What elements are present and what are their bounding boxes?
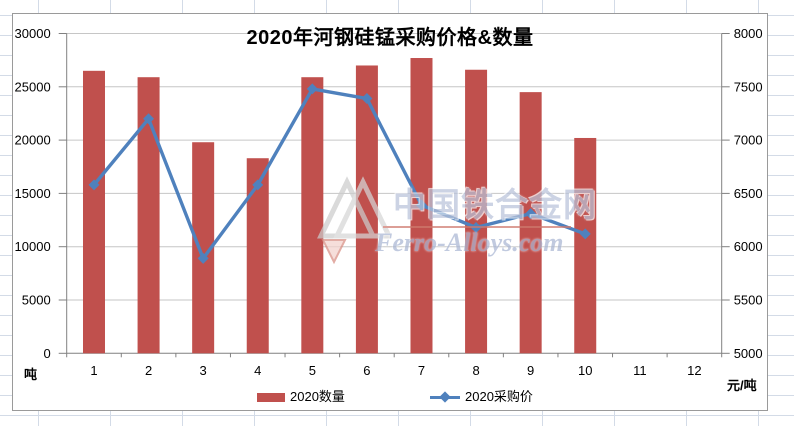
price-marker-month-9[interactable]	[525, 208, 537, 220]
right-axis-tick-label: 8000	[734, 26, 763, 41]
price-marker-month-6[interactable]	[361, 93, 373, 105]
price-marker-month-7[interactable]	[415, 199, 427, 211]
bar-month-10[interactable]	[574, 137, 597, 354]
x-axis-label: 11	[633, 363, 647, 378]
right-axis-tick-label: 6000	[734, 239, 763, 254]
legend-label-quantity: 2020数量	[290, 389, 345, 404]
left-axis-unit-label: 吨	[24, 367, 38, 382]
left-axis-tick-label: 10000	[15, 239, 51, 254]
bar-month-9[interactable]	[519, 92, 542, 354]
x-axis-label: 3	[200, 363, 207, 378]
left-axis-tick-label: 5000	[22, 293, 51, 308]
x-axis-label: 4	[254, 363, 261, 378]
left-axis-tick-label: 15000	[15, 186, 51, 201]
legend-item-quantity[interactable]: 2020数量	[257, 389, 345, 405]
price-marker-month-1[interactable]	[88, 179, 100, 191]
left-axis-tick-label: 20000	[15, 133, 51, 148]
right-axis-tick-label: 7500	[734, 79, 763, 94]
x-axis-label: 8	[472, 363, 479, 378]
bar-month-4[interactable]	[246, 158, 269, 354]
line-series-swatch-icon	[430, 390, 460, 403]
x-axis-label: 1	[90, 363, 97, 378]
bar-month-5[interactable]	[301, 77, 324, 354]
legend-label-price: 2020采购价	[465, 389, 533, 404]
x-axis-label: 5	[309, 363, 316, 378]
bar-month-6[interactable]	[355, 65, 378, 354]
price-marker-month-4[interactable]	[252, 179, 264, 191]
right-axis-tick-label: 7000	[734, 133, 763, 148]
left-axis-tick-label: 25000	[15, 79, 51, 94]
x-axis-label: 12	[687, 363, 701, 378]
right-axis-tick-label: 6500	[734, 186, 763, 201]
right-axis-unit-label: 元/吨	[727, 378, 757, 393]
right-axis-tick-label: 5500	[734, 293, 763, 308]
bar-month-1[interactable]	[82, 70, 105, 354]
chart-title[interactable]: 2020年河钢硅锰采购价格&数量	[246, 27, 534, 49]
price-marker-month-10[interactable]	[579, 228, 591, 240]
right-axis-tick-label: 5000	[734, 346, 763, 361]
left-axis-tick-label: 0	[43, 346, 50, 361]
x-axis-label: 7	[418, 363, 425, 378]
price-line[interactable]	[92, 87, 586, 261]
x-axis-label: 6	[363, 363, 370, 378]
price-marker-month-2[interactable]	[143, 113, 155, 125]
bar-month-8[interactable]	[465, 69, 488, 354]
x-axis-label: 9	[527, 363, 534, 378]
bar-month-2[interactable]	[137, 77, 160, 354]
x-axis-label: 10	[578, 363, 592, 378]
bar-month-3[interactable]	[192, 142, 215, 354]
x-axis-label: 2	[145, 363, 152, 378]
legend-item-price[interactable]: 2020采购价	[430, 389, 533, 405]
price-marker-month-3[interactable]	[197, 252, 209, 264]
bar-series-swatch-icon	[257, 392, 285, 402]
price-marker-month-5[interactable]	[306, 83, 318, 95]
left-axis-tick-label: 30000	[15, 26, 51, 41]
